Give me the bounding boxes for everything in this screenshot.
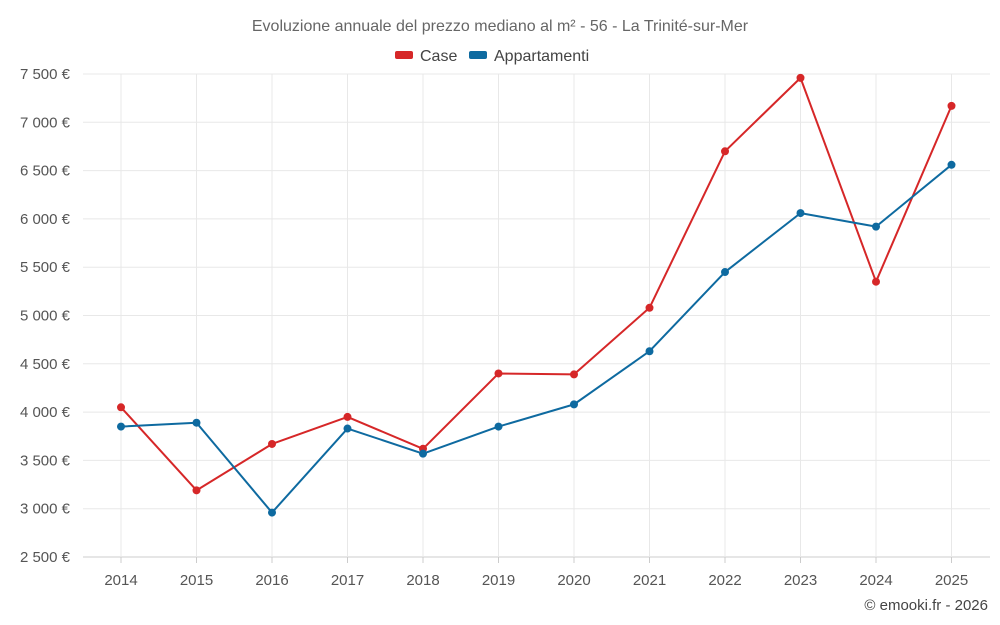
x-tick-label: 2018 <box>406 572 439 589</box>
x-tick-label: 2014 <box>104 572 137 589</box>
y-tick-label: 3 000 € <box>20 501 71 518</box>
data-point-appartamenti[interactable] <box>872 222 880 231</box>
data-point-appartamenti[interactable] <box>343 424 352 433</box>
y-axis-ticks: 2 500 € 3 000 € 3 500 € 4 000 € 4 500 € 5 000… <box>20 66 71 566</box>
data-point-case[interactable] <box>645 303 654 312</box>
data-point-appartamenti[interactable] <box>645 347 654 356</box>
data-point-case[interactable] <box>268 439 276 448</box>
legend-item-appartamenti[interactable]: Appartamenti <box>469 48 589 65</box>
data-point-case[interactable] <box>117 403 125 412</box>
data-point-appartamenti[interactable] <box>721 268 729 277</box>
x-tick-label: 2020 <box>557 572 590 589</box>
legend-swatch-appartamenti <box>469 51 487 59</box>
chart-title: Evoluzione annuale del prezzo mediano al… <box>252 18 749 35</box>
x-tick-label: 2022 <box>708 572 741 589</box>
x-tick-label: 2019 <box>482 572 515 589</box>
series <box>117 73 956 517</box>
y-tick-label: 6 000 € <box>20 211 71 228</box>
grid <box>83 73 990 558</box>
data-point-appartamenti[interactable] <box>117 422 125 431</box>
data-point-appartamenti[interactable] <box>947 160 956 169</box>
x-tick-label: 2017 <box>331 572 364 589</box>
credit-text: © emooki.fr - 2026 <box>864 597 988 614</box>
data-point-case[interactable] <box>872 277 880 286</box>
series-line-appartamenti[interactable] <box>120 164 953 514</box>
data-point-appartamenti[interactable] <box>419 449 427 458</box>
data-point-case[interactable] <box>947 101 956 110</box>
y-tick-label: 4 000 € <box>20 404 71 421</box>
data-point-appartamenti[interactable] <box>570 400 578 409</box>
data-point-appartamenti[interactable] <box>192 418 201 427</box>
y-tick-label: 2 500 € <box>20 549 71 566</box>
data-point-case[interactable] <box>796 73 805 82</box>
data-point-case[interactable] <box>494 369 503 378</box>
data-point-appartamenti[interactable] <box>268 508 276 517</box>
legend-swatch-case <box>395 51 413 59</box>
x-tick-label: 2021 <box>633 572 666 589</box>
y-tick-label: 6 500 € <box>20 163 71 180</box>
x-tick-label: 2024 <box>859 572 892 589</box>
y-tick-label: 4 500 € <box>20 356 71 373</box>
data-point-case[interactable] <box>570 370 578 379</box>
data-point-appartamenti[interactable] <box>494 422 503 431</box>
data-point-case[interactable] <box>343 412 352 421</box>
y-tick-label: 3 500 € <box>20 452 71 469</box>
y-tick-label: 5 500 € <box>20 259 71 276</box>
y-tick-label: 7 000 € <box>20 114 71 131</box>
data-point-case[interactable] <box>721 147 729 156</box>
x-tick-label: 2016 <box>255 572 288 589</box>
data-point-appartamenti[interactable] <box>796 209 805 218</box>
y-tick-label: 7 500 € <box>20 66 71 83</box>
y-tick-label: 5 000 € <box>20 308 71 325</box>
data-point-case[interactable] <box>192 486 201 495</box>
series-line-case[interactable] <box>120 76 953 492</box>
x-tick-label: 2025 <box>935 572 968 589</box>
legend: Case Appartamenti <box>395 48 589 65</box>
legend-label-appartamenti: Appartamenti <box>494 48 589 65</box>
x-axis-ticks: 2014 2015 2016 2017 2018 2019 2020 2021 2022 2023… <box>104 557 968 589</box>
x-tick-label: 2015 <box>180 572 213 589</box>
legend-item-case[interactable]: Case <box>395 48 457 65</box>
x-tick-label: 2023 <box>784 572 817 589</box>
legend-label-case: Case <box>420 48 457 65</box>
